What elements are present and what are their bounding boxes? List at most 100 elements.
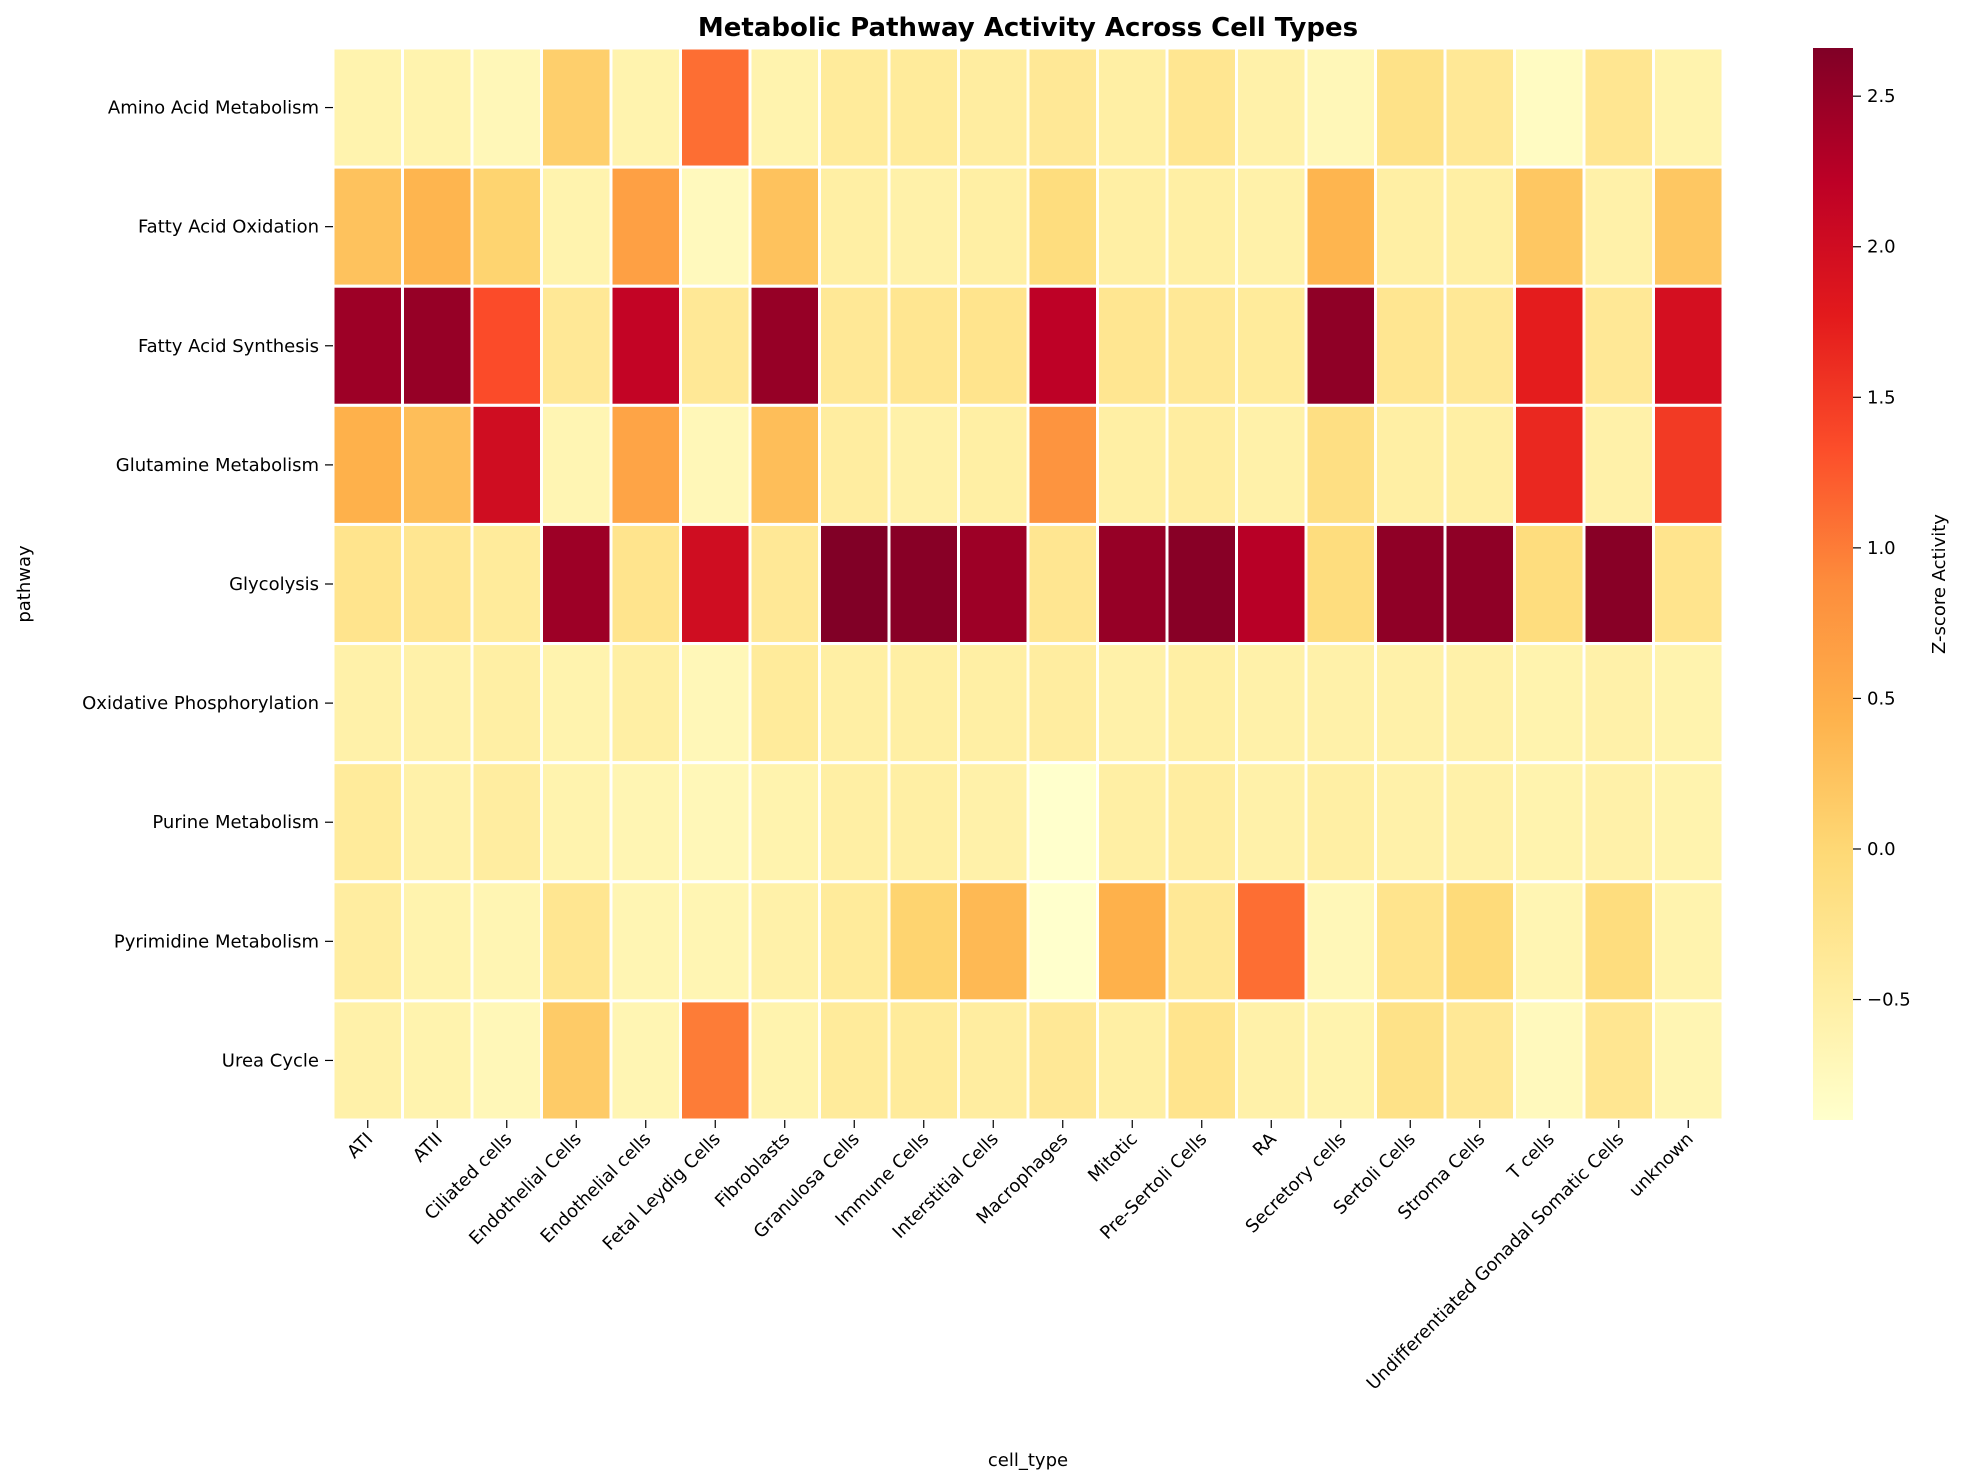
y-tick-label: Fatty Acid Oxidation xyxy=(138,217,319,238)
heatmap-cell xyxy=(401,999,474,1122)
heatmap-cell xyxy=(1096,761,1169,884)
colorbar-tick-label: 1.0 xyxy=(1867,538,1896,559)
heatmap-cell xyxy=(818,880,891,1003)
heatmap-cell xyxy=(1235,403,1308,526)
x-tick-label: Mitotic xyxy=(1084,1129,1142,1187)
heatmap-cell xyxy=(1652,999,1725,1122)
y-tick-label: Fatty Acid Synthesis xyxy=(138,336,319,357)
heatmap-cell xyxy=(1582,642,1655,765)
heatmap-cell xyxy=(818,403,891,526)
heatmap-cell xyxy=(1374,880,1447,1003)
heatmap-cell xyxy=(401,761,474,884)
colorbar-tick-label: 0.5 xyxy=(1867,688,1896,709)
heatmap-cell xyxy=(540,284,613,407)
heatmap-cell xyxy=(1304,999,1377,1122)
heatmap-cell xyxy=(957,46,1030,169)
y-tick-label: Amino Acid Metabolism xyxy=(108,98,319,119)
heatmap-cell xyxy=(609,522,682,646)
heatmap-cell xyxy=(1235,642,1308,765)
heatmap-cell xyxy=(331,403,404,526)
heatmap-cell xyxy=(1443,403,1516,526)
heatmap-cell xyxy=(887,403,960,526)
heatmap-cell xyxy=(748,761,821,884)
y-tick-label: Urea Cycle xyxy=(222,1050,319,1071)
heatmap-cell xyxy=(1026,999,1099,1122)
heatmap-cell xyxy=(1026,165,1099,288)
heatmap-cell xyxy=(1235,284,1308,407)
y-tick-label: Purine Metabolism xyxy=(152,812,319,833)
heatmap-cell xyxy=(1026,46,1099,169)
heatmap-cell xyxy=(331,46,404,169)
heatmap-cell xyxy=(748,403,821,526)
x-axis-label: cell_type xyxy=(988,1450,1068,1471)
heatmap-cell xyxy=(679,761,752,884)
heatmap-cell xyxy=(679,46,752,169)
heatmap-cell xyxy=(1304,880,1377,1003)
x-tick-label: unknown xyxy=(1625,1129,1698,1202)
heatmap-cell xyxy=(540,403,613,526)
heatmap-cell xyxy=(1652,522,1725,646)
heatmap-cell xyxy=(609,284,682,407)
heatmap-cell xyxy=(1513,880,1586,1003)
heatmap-cell xyxy=(609,642,682,765)
heatmap-cell xyxy=(1096,522,1169,646)
heatmap-cell xyxy=(1026,522,1099,646)
heatmap-cell xyxy=(331,284,404,407)
heatmap-cell xyxy=(470,522,543,646)
heatmap-cell xyxy=(470,999,543,1122)
heatmap-cell xyxy=(540,165,613,288)
heatmap-cells xyxy=(331,46,1725,1122)
heatmap-cell xyxy=(887,642,960,765)
heatmap-cell xyxy=(401,880,474,1003)
heatmap-cell xyxy=(470,761,543,884)
heatmap-cell xyxy=(818,46,891,169)
heatmap-cell xyxy=(887,522,960,646)
heatmap-cell xyxy=(1374,999,1447,1122)
heatmap-cell xyxy=(1304,642,1377,765)
heatmap-cell xyxy=(1652,642,1725,765)
heatmap-cell xyxy=(1165,880,1238,1003)
colorbar-ticks: −0.5 0.0 0.5 1.0 1.5 2.0 2.5 xyxy=(1853,86,1911,1011)
heatmap-cell xyxy=(1026,642,1099,765)
heatmap-cell xyxy=(957,284,1030,407)
heatmap-cell xyxy=(1652,403,1725,526)
heatmap-cell xyxy=(1374,165,1447,288)
heatmap-cell xyxy=(609,46,682,169)
heatmap-cell xyxy=(1026,761,1099,884)
heatmap-cell xyxy=(540,46,613,169)
heatmap-cell xyxy=(1374,522,1447,646)
heatmap-cell xyxy=(748,999,821,1122)
y-axis-ticks: Amino Acid Metabolism Fatty Acid Oxidatio… xyxy=(82,98,333,1071)
heatmap-cell xyxy=(1443,761,1516,884)
heatmap-cell xyxy=(1304,46,1377,169)
heatmap-cell xyxy=(1513,522,1586,646)
heatmap-cell xyxy=(331,761,404,884)
heatmap-cell xyxy=(1304,165,1377,288)
heatmap-cell xyxy=(1304,522,1377,646)
heatmap-cell xyxy=(957,642,1030,765)
heatmap-cell xyxy=(1513,642,1586,765)
heatmap-cell xyxy=(1165,999,1238,1122)
heatmap-cell xyxy=(609,880,682,1003)
x-tick-label: T cells xyxy=(1503,1129,1559,1185)
heatmap-cell xyxy=(679,522,752,646)
heatmap-cell xyxy=(1235,165,1308,288)
heatmap-cell xyxy=(470,165,543,288)
heatmap-cell xyxy=(957,522,1030,646)
heatmap-cell xyxy=(401,284,474,407)
heatmap-cell xyxy=(1513,284,1586,407)
heatmap-cell xyxy=(1374,403,1447,526)
heatmap-cell xyxy=(470,642,543,765)
heatmap-cell xyxy=(609,999,682,1122)
heatmap-cell xyxy=(957,165,1030,288)
heatmap-cell xyxy=(1096,165,1169,288)
heatmap-cell xyxy=(679,880,752,1003)
heatmap-cell xyxy=(1513,165,1586,288)
heatmap-cell xyxy=(1582,46,1655,169)
heatmap-cell xyxy=(1165,403,1238,526)
heatmap-cell xyxy=(1443,642,1516,765)
heatmap-cell xyxy=(401,522,474,646)
heatmap-cell xyxy=(1165,284,1238,407)
heatmap-cell xyxy=(679,642,752,765)
colorbar-tick-label: 2.0 xyxy=(1867,237,1896,258)
